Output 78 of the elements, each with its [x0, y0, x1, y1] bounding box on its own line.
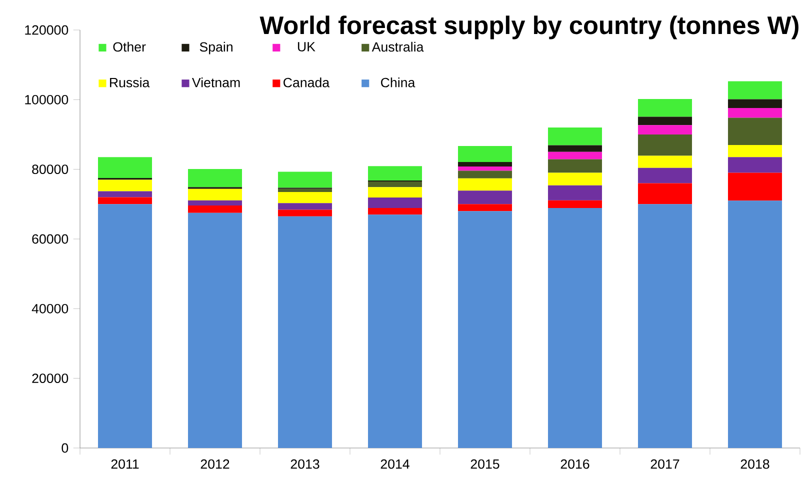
- bar: [368, 214, 422, 448]
- bar: [98, 180, 152, 192]
- bar: [188, 212, 242, 448]
- bar: [188, 168, 242, 188]
- legend-label: Other: [113, 42, 146, 52]
- bar: [638, 98, 692, 117]
- legend-label: UK: [298, 42, 316, 52]
- bar: [728, 200, 782, 448]
- y-tick-label: 80000: [32, 164, 68, 174]
- legend-label: Canada: [284, 78, 330, 88]
- bar: [638, 125, 692, 134]
- bar: [458, 204, 512, 212]
- bar: [728, 144, 782, 158]
- bar: [638, 183, 692, 204]
- y-tick-label: 120000: [25, 25, 68, 35]
- x-tick-label: 2014: [380, 459, 410, 469]
- bar: [98, 197, 152, 204]
- x-tick-label: 2018: [740, 459, 770, 469]
- bar: [638, 156, 692, 168]
- bar: [458, 190, 512, 204]
- legend-label: Russia: [110, 78, 150, 88]
- bar: [98, 204, 152, 448]
- legend-label: Vietnam: [192, 78, 240, 88]
- x-tick-label: 2013: [290, 459, 320, 469]
- bar: [278, 172, 332, 188]
- x-tick-label: 2015: [470, 459, 500, 469]
- bar: [728, 118, 782, 145]
- bar: [638, 204, 692, 448]
- bar: [188, 200, 242, 206]
- bar: [458, 170, 512, 178]
- bar: [548, 159, 602, 173]
- bar: [278, 210, 332, 216]
- legend-label: Spain: [200, 42, 232, 54]
- bar: [728, 108, 782, 118]
- y-tick-label: 0: [62, 443, 68, 453]
- bar: [638, 168, 692, 184]
- y-tick-label: 100000: [25, 94, 68, 104]
- bar: [278, 188, 332, 192]
- bar: [278, 216, 332, 448]
- bar: [368, 198, 422, 208]
- y-tick-label: 60000: [32, 234, 68, 244]
- bar: [368, 187, 422, 198]
- x-tick-label: 2012: [200, 459, 230, 469]
- chart-title: World forecast supply by country (tonnes W): [260, 16, 798, 40]
- bar: [188, 188, 242, 200]
- bar: [458, 166, 512, 171]
- bar: [368, 182, 422, 188]
- bar: [638, 116, 692, 126]
- bar: [548, 152, 602, 160]
- bar: [548, 185, 602, 200]
- bar: [458, 178, 512, 191]
- bar: [548, 172, 602, 186]
- y-tick-label: 20000: [32, 374, 68, 384]
- x-tick-label: 2016: [560, 459, 590, 469]
- bar: [368, 208, 422, 215]
- bar: [728, 172, 782, 201]
- bar: [98, 191, 152, 198]
- bar: [548, 145, 602, 152]
- y-tick-label: 40000: [32, 304, 68, 314]
- bar: [728, 157, 782, 173]
- bar: [458, 146, 512, 162]
- bar: [458, 162, 512, 167]
- bar: [458, 211, 512, 448]
- bar: [278, 192, 332, 204]
- legend-label: China: [381, 78, 416, 88]
- bar: [638, 134, 692, 156]
- bar: [548, 128, 602, 146]
- x-tick-label: 2011: [111, 459, 139, 469]
- legend-label: Australia: [372, 42, 424, 52]
- bar: [728, 99, 782, 108]
- bar: [548, 208, 602, 448]
- bar: [548, 200, 602, 208]
- bar: [98, 157, 152, 178]
- bar: [368, 166, 422, 180]
- x-tick-label: 2017: [650, 459, 680, 469]
- bar: [728, 81, 782, 100]
- bar: [278, 203, 332, 210]
- bar: [188, 206, 242, 213]
